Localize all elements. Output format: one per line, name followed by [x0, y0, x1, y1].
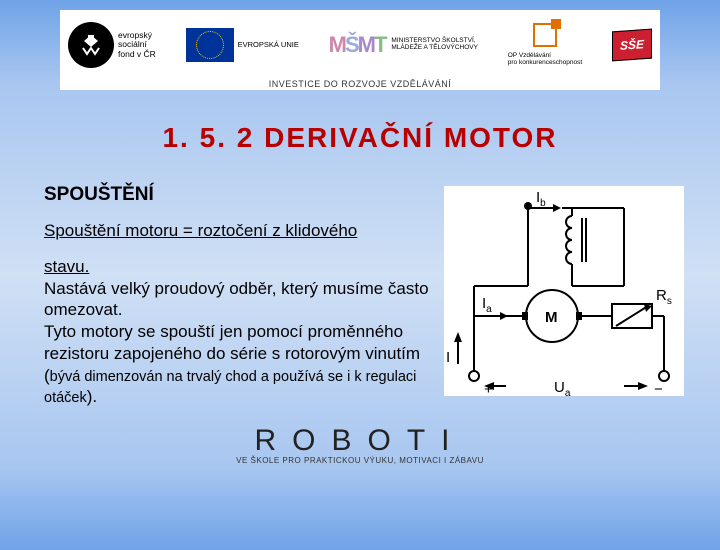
para4-small: bývá dimenzován na trvalý chod a používá… [44, 369, 416, 407]
eu-flag-icon [186, 28, 234, 62]
msmt-text: MINISTERSTVO ŠKOLSTVÍ, MLÁDEŽE A TĚLOVÝC… [391, 38, 478, 52]
esf-star-icon [68, 22, 114, 68]
roboti-logo: ROBOTI VE ŠKOLE PRO PRAKTICKOU VÝUKU, MO… [0, 424, 720, 465]
msmt-icon: MŠMT [329, 32, 386, 58]
para3: Nastává velký proudový odběr, který musí… [44, 278, 434, 322]
opvk-icon [533, 23, 557, 47]
funding-banner: evropský sociální fond v ČR EVROPSKÁ UNI… [60, 10, 660, 90]
svg-text:−: − [654, 381, 663, 396]
circuit-figure: Ib Ia M Rs I + Ua − [440, 186, 688, 408]
sse-flag-icon: SŠE [612, 29, 652, 62]
roboti-tagline: VE ŠKOLE PRO PRAKTICKOU VÝUKU, MOTIVACI … [0, 456, 720, 465]
roboti-word: ROBOTI [0, 424, 720, 458]
svg-text:+: + [484, 381, 493, 396]
esf-text: evropský sociální fond v ČR [118, 31, 156, 59]
banner-subtext: INVESTICE DO ROZVOJE VZDĚLÁVÁNÍ [60, 79, 660, 89]
sse-label: SŠE [620, 37, 644, 53]
logo-sse: SŠE [612, 30, 652, 60]
para4-end: ). [87, 387, 97, 406]
logo-eu: EVROPSKÁ UNIE [186, 28, 299, 62]
circuit-svg: Ib Ia M Rs I + Ua − [444, 186, 684, 396]
opvk-text: OP Vzdělávání pro konkurenceschopnost [508, 53, 582, 67]
logo-msmt: MŠMT MINISTERSTVO ŠKOLSTVÍ, MLÁDEŽE A TĚ… [329, 32, 478, 58]
logo-esf: evropský sociální fond v ČR [68, 22, 156, 68]
logo-opvk: OP Vzdělávání pro konkurenceschopnost [508, 23, 582, 67]
content-row: Spouštění motoru = roztočení z klidového… [0, 220, 720, 408]
svg-text:M: M [545, 309, 558, 326]
body-text: Spouštění motoru = roztočení z klidového… [44, 220, 434, 408]
para2: stavu. [44, 257, 89, 276]
eu-text: EVROPSKÁ UNIE [238, 41, 299, 49]
svg-text:I: I [446, 349, 450, 366]
para1: Spouštění motoru = roztočení z klidového [44, 221, 357, 240]
page-title: 1. 5. 2 DERIVAČNÍ MOTOR [0, 122, 720, 154]
